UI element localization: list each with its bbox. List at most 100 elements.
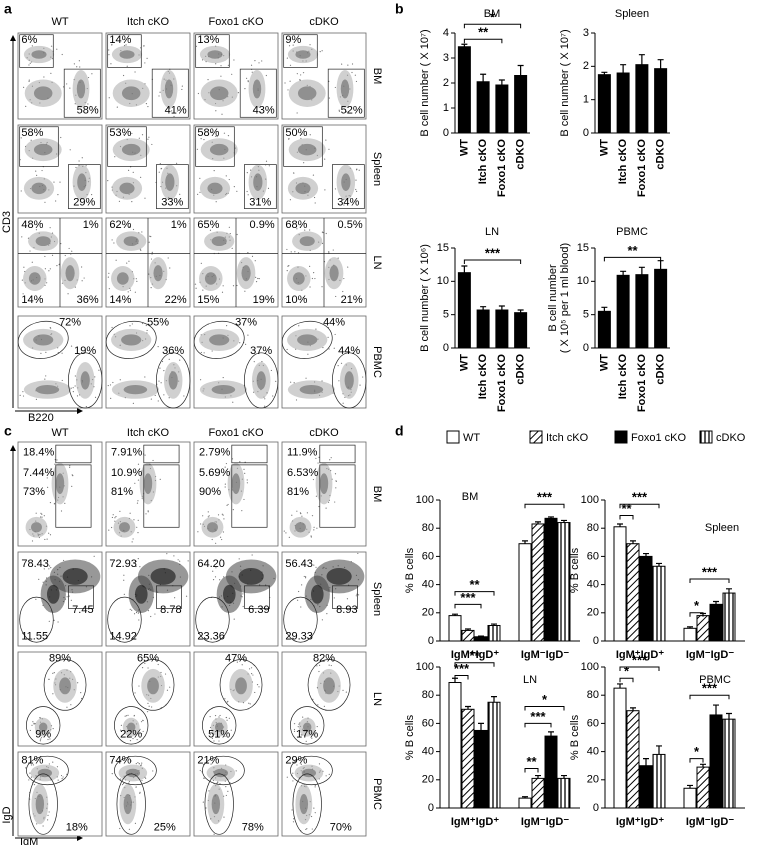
error-bar xyxy=(491,623,497,626)
event-dot xyxy=(81,157,83,159)
event-dot xyxy=(225,175,227,177)
density-inner xyxy=(125,768,141,778)
error-bar xyxy=(498,79,505,85)
significance-label: ** xyxy=(621,501,632,516)
event-dot xyxy=(224,483,226,485)
event-dot xyxy=(315,566,317,568)
event-dot xyxy=(199,769,201,772)
event-dot xyxy=(114,156,116,158)
bar xyxy=(476,81,490,134)
event-dot xyxy=(289,199,292,201)
y-tick-label: 20 xyxy=(587,774,599,786)
event-dot xyxy=(159,162,161,165)
density-inner xyxy=(299,385,324,395)
event-dot xyxy=(179,560,181,562)
bar xyxy=(613,526,627,642)
event-dot xyxy=(128,226,130,228)
event-dot xyxy=(174,597,176,599)
error-bar xyxy=(522,540,528,544)
column-header: Itch cKO xyxy=(127,16,170,28)
gate-percent: 14% xyxy=(109,294,131,306)
chart-title: PBMC xyxy=(616,226,648,238)
event-dot xyxy=(355,188,357,191)
event-dot xyxy=(250,169,252,171)
gate xyxy=(244,164,277,209)
gate xyxy=(327,68,365,118)
density-inner xyxy=(207,50,223,59)
density-inner xyxy=(207,522,218,533)
gate xyxy=(17,320,69,359)
error-bar xyxy=(522,796,528,799)
panel-label: d xyxy=(395,423,404,439)
event-dot xyxy=(302,716,304,718)
event-dot xyxy=(173,555,175,557)
event-dot xyxy=(322,231,324,234)
density-inner xyxy=(303,722,312,732)
event-dot xyxy=(328,97,331,99)
event-dot xyxy=(254,691,256,694)
event-dot xyxy=(272,395,274,397)
event-dot xyxy=(296,73,298,75)
event-dot xyxy=(22,293,24,295)
y-tick-label: 0 xyxy=(443,127,449,139)
event-dot xyxy=(244,290,246,292)
event-dot xyxy=(141,666,144,669)
event-dot xyxy=(327,501,330,503)
event-dot xyxy=(144,662,146,664)
bar xyxy=(635,64,649,134)
axis-label: B220 xyxy=(28,412,54,424)
event-dot xyxy=(134,692,136,694)
event-dot xyxy=(137,500,139,502)
bar xyxy=(639,765,653,809)
event-dot xyxy=(325,139,327,141)
event-dot xyxy=(321,619,323,621)
density-inner xyxy=(238,567,264,585)
error-bar xyxy=(638,266,645,275)
row-label: LN xyxy=(371,692,383,706)
event-dot xyxy=(223,816,225,818)
density-inner xyxy=(76,79,86,99)
event-dot xyxy=(142,322,144,325)
row-label: PBMC xyxy=(371,346,383,378)
event-dot xyxy=(337,257,339,259)
gate-percent: 25% xyxy=(154,822,176,834)
significance-label: * xyxy=(490,10,496,25)
legend-swatch xyxy=(614,430,628,444)
density-inner xyxy=(33,86,53,101)
event-dot xyxy=(151,143,153,146)
event-dot xyxy=(137,612,139,614)
event-dot xyxy=(243,468,245,471)
event-dot xyxy=(150,615,152,618)
y-tick-label: 40 xyxy=(422,746,434,758)
density-inner xyxy=(207,182,223,195)
bar xyxy=(457,46,471,134)
density-inner xyxy=(215,722,224,732)
event-dot xyxy=(211,350,213,352)
gate xyxy=(332,352,367,409)
event-dot xyxy=(129,608,131,611)
event-dot xyxy=(233,186,235,188)
event-dot xyxy=(110,397,112,399)
event-dot xyxy=(111,516,113,519)
event-dot xyxy=(242,593,244,595)
gate-percent: 81% xyxy=(21,754,43,766)
y-axis-label: ( X 10⁵ per 1 ml blood) xyxy=(559,243,571,353)
event-dot xyxy=(229,232,231,235)
event-dot xyxy=(131,132,133,135)
y-tick-label: 60 xyxy=(422,550,434,562)
gate xyxy=(195,596,230,643)
event-dot xyxy=(315,457,317,460)
event-dot xyxy=(219,536,222,538)
event-dot xyxy=(134,482,136,484)
event-dot xyxy=(359,384,361,386)
event-dot xyxy=(66,83,68,85)
error-bar xyxy=(617,683,623,689)
gate-percent: 14% xyxy=(109,34,131,46)
error-bar xyxy=(452,613,458,616)
gate xyxy=(107,596,142,643)
event-dot xyxy=(287,265,289,267)
gate-percent: 58% xyxy=(21,127,43,139)
event-dot xyxy=(232,401,234,403)
event-dot xyxy=(42,825,44,827)
density-inner xyxy=(33,143,53,156)
